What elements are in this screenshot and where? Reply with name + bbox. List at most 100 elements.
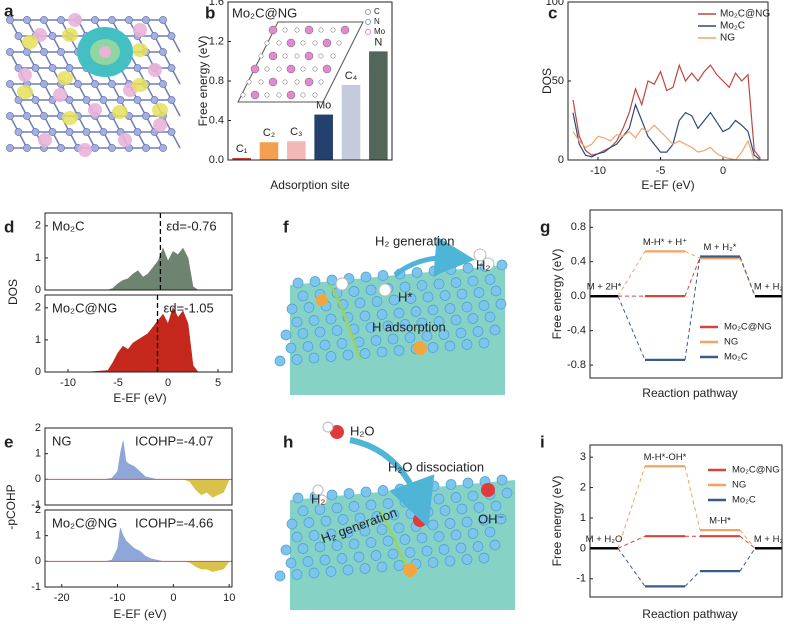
- area: [50, 561, 230, 572]
- inset-atom: [246, 79, 252, 85]
- atom: [167, 64, 176, 72]
- legend-label: Mo₂C@NG: [732, 465, 780, 476]
- atom: [314, 541, 326, 553]
- atom: [462, 477, 474, 489]
- atom: [456, 288, 468, 300]
- atom: [40, 80, 48, 88]
- atom: [467, 313, 479, 324]
- inset-atom: [336, 40, 342, 46]
- legend-label: Mo₂C: [724, 352, 748, 363]
- atom: [291, 569, 303, 580]
- atom: [387, 548, 399, 560]
- x-axis-label: E-EF (eV): [641, 178, 694, 192]
- legend-label: Mo₂C: [720, 21, 745, 32]
- atom: [302, 341, 314, 352]
- connector: [684, 570, 701, 587]
- y-axis-label: Free energy (eV): [550, 476, 564, 567]
- legend-label: Mo₂C: [732, 495, 756, 506]
- series-label: Mo₂C@NG: [52, 300, 117, 315]
- atom: [142, 16, 150, 24]
- line: [572, 63, 761, 159]
- atom: [387, 333, 399, 345]
- atom: [274, 355, 286, 367]
- mo-atom: [18, 68, 32, 82]
- atom: [23, 48, 31, 56]
- atom: [319, 339, 331, 351]
- annotation: H₂O: [350, 423, 375, 438]
- atom: [371, 296, 383, 307]
- atom: [99, 96, 108, 104]
- mo-atom: [78, 143, 92, 157]
- atom: [14, 128, 23, 136]
- mo-atom: [133, 23, 147, 37]
- atom: [478, 515, 490, 526]
- inset-atom: [264, 66, 270, 72]
- atom: [342, 564, 354, 576]
- o-atom: [413, 513, 427, 527]
- atom: [133, 96, 142, 104]
- state-label: M-H*: [709, 516, 731, 527]
- plot-frame: [589, 444, 783, 598]
- atom: [370, 335, 382, 346]
- atom: [365, 499, 377, 511]
- panel-label: h: [283, 432, 293, 451]
- atom: [309, 276, 321, 287]
- charge-density: [57, 71, 73, 85]
- atom: [108, 144, 116, 152]
- atom: [354, 297, 366, 309]
- x-axis-label: Reaction pathway: [642, 607, 737, 621]
- atom: [150, 32, 159, 40]
- chart-title: Mo₂C@NG: [232, 5, 297, 20]
- connector: [739, 256, 756, 297]
- area: [48, 307, 218, 373]
- atom: [376, 561, 388, 573]
- state-label: M + H₂*: [704, 242, 737, 253]
- panel-label: c: [548, 3, 557, 22]
- legend-label: Mo: [374, 27, 386, 36]
- atom: [23, 112, 31, 120]
- connector: [684, 257, 701, 297]
- atom: [74, 80, 82, 88]
- atom: [325, 351, 337, 362]
- legend-label: NG: [724, 337, 738, 348]
- atom: [421, 545, 433, 557]
- atom: [325, 528, 337, 540]
- legend-marker: [365, 9, 371, 15]
- mo-atom: [148, 63, 162, 77]
- atom: [326, 489, 338, 501]
- atom: [433, 531, 445, 542]
- y-tick-label: 2: [35, 220, 41, 232]
- atom: [6, 112, 14, 120]
- atom: [461, 554, 473, 565]
- annotation: εd=-0.76: [166, 218, 216, 233]
- atom: [57, 144, 65, 152]
- atom: [360, 486, 372, 498]
- atom: [393, 345, 405, 356]
- atom: [473, 287, 485, 298]
- o-atom: [481, 483, 495, 497]
- atom: [292, 277, 304, 289]
- chart: -0.8 -0.4 0.0 0.4 0.8 g Reaction pathway Free e…: [540, 209, 783, 400]
- atom: [467, 528, 479, 539]
- legend-label: N: [374, 17, 380, 26]
- x-axis-label: E-EF (eV): [113, 607, 166, 621]
- atom: [348, 286, 360, 297]
- atom: [444, 518, 456, 529]
- plot-frame: [44, 294, 233, 373]
- atom: [410, 306, 422, 317]
- atom: [308, 530, 320, 541]
- structure-f: [274, 236, 508, 395]
- atom: [461, 516, 473, 528]
- atom: [320, 515, 332, 527]
- charge-density: [62, 28, 78, 42]
- bar: [341, 84, 361, 160]
- atom: [285, 342, 297, 354]
- atom: [125, 16, 133, 24]
- panel-label: i: [540, 432, 545, 451]
- atom: [286, 303, 298, 315]
- x-tick-label: 0: [720, 165, 726, 177]
- legend-label: NG: [732, 480, 746, 491]
- y-tick-label: 1: [35, 530, 41, 542]
